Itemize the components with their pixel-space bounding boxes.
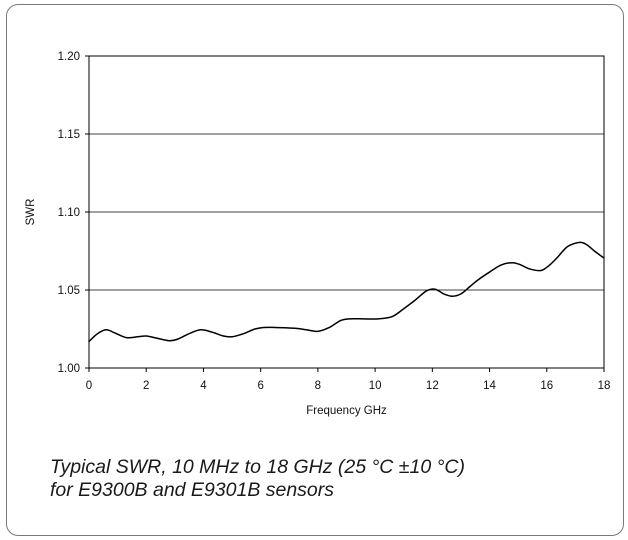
x-tick-label: 10 — [369, 380, 382, 392]
y-tick-label: 1.15 — [58, 129, 80, 141]
caption-line-1: Typical SWR, 10 MHz to 18 GHz (25 °C ±10… — [50, 456, 465, 478]
plot-area-border — [88, 55, 605, 369]
x-tick-label: 6 — [257, 380, 263, 392]
x-tick-label: 2 — [143, 380, 149, 392]
x-tick-label: 14 — [483, 380, 496, 392]
x-tick-label: 12 — [426, 380, 439, 392]
figure-frame — [6, 4, 624, 536]
x-tick-label: 8 — [315, 380, 321, 392]
gridlines — [89, 133, 604, 291]
y-tick-label: 1.05 — [58, 285, 80, 297]
swr-series-line — [88, 241, 605, 343]
x-tick-label: 0 — [86, 380, 92, 392]
y-tick-labels: 1.00 1.05 1.10 1.15 1.20 — [58, 51, 80, 375]
axis-ticks — [85, 55, 605, 372]
x-tick-label: 16 — [540, 380, 553, 392]
y-axis-title: SWR — [25, 199, 37, 226]
y-tick-label: 1.00 — [58, 363, 80, 375]
x-axis-title: Frequency GHz — [306, 405, 387, 417]
y-tick-label: 1.10 — [58, 207, 80, 219]
x-tick-label: 18 — [598, 380, 611, 392]
x-tick-label: 4 — [200, 380, 207, 392]
y-tick-label: 1.20 — [58, 51, 80, 63]
figure-caption: Typical SWR, 10 MHz to 18 GHz (25 °C ±10… — [50, 456, 610, 502]
x-tick-labels: 0 2 4 6 8 10 12 14 16 18 — [86, 380, 611, 392]
caption-line-2: for E9300B and E9301B sensors — [50, 479, 335, 501]
